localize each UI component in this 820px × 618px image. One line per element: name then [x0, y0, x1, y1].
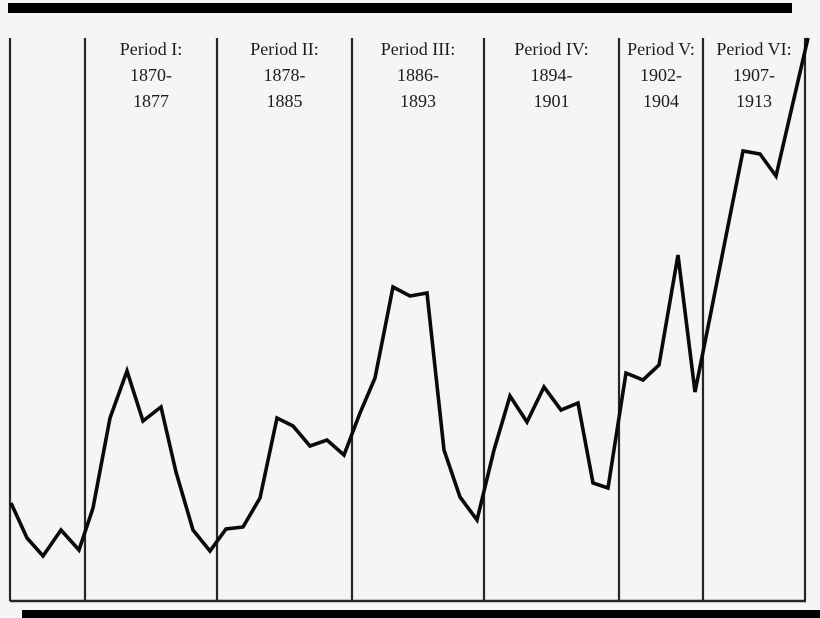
- index-line: [9, 37, 810, 559]
- period-label-3: Period III: 1886- 1893: [380, 39, 456, 111]
- scan-artifact-bottom-bar: [22, 610, 820, 618]
- scan-artifact-top-bar: [8, 3, 792, 13]
- period-label-5: Period V: 1902- 1904: [627, 39, 695, 111]
- period-label-4: Period IV: 1894- 1901: [514, 39, 589, 111]
- period-label-2: Period II: 1878- 1885: [250, 39, 319, 111]
- period-label-1: Period I: 1870- 1877: [119, 39, 183, 111]
- period-label-6: Period VI: 1907- 1913: [716, 39, 792, 111]
